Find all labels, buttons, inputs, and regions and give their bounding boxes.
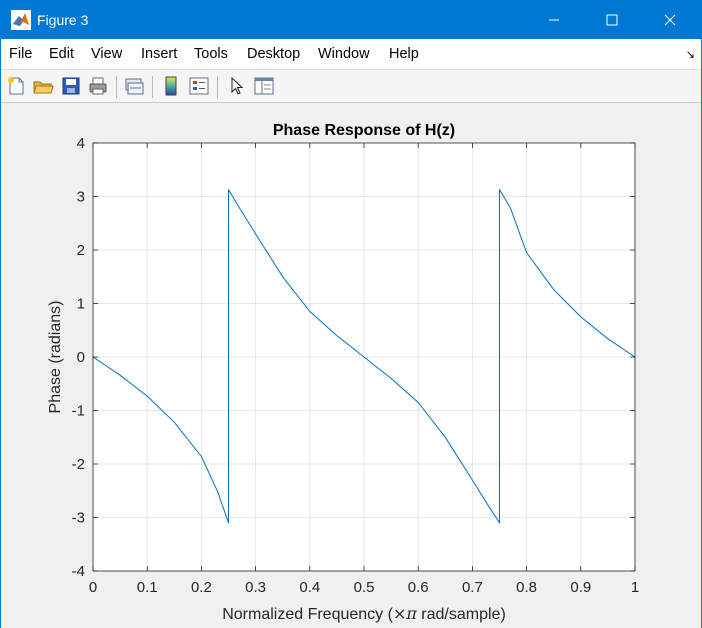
x-tick-label: 0.1 [137,579,158,596]
minimize-icon [549,19,559,21]
phase-plot[interactable]: 0 0.1 0.2 0.3 0.4 0.5 0.6 0.7 0.8 0.9 1 4 3 2 1 0 -1 -2 -… [1,104,701,628]
x-tick-labels: 0 0.1 0.2 0.3 0.4 0.5 0.6 0.7 0.8 0.9 1 [89,579,639,596]
menu-window[interactable]: Window [318,46,370,62]
x-axis-label-suffix: rad/sample) [417,606,506,623]
window-title: Figure 3 [37,12,89,28]
new-figure-icon[interactable] [5,75,27,97]
legend-icon[interactable] [188,75,210,97]
property-inspector-icon[interactable] [253,75,275,97]
x-tick-label: 0.6 [408,579,429,596]
y-tick-label: -4 [72,563,85,580]
y-tick-label: 1 [77,296,85,313]
pointer-icon[interactable] [226,75,248,97]
close-button[interactable] [647,1,693,39]
x-axis-label-prefix: Normalized Frequency ( [222,606,393,623]
save-icon[interactable] [60,75,82,97]
y-tick-label: 4 [77,135,85,152]
menu-tools[interactable]: Tools [194,46,228,62]
y-tick-labels: 4 3 2 1 0 -1 -2 -3 -4 [72,135,85,580]
y-tick-label: -3 [72,510,85,527]
y-axis-label: Phase (radians) [47,301,64,414]
figure-canvas: 0 0.1 0.2 0.3 0.4 0.5 0.6 0.7 0.8 0.9 1 4 3 2 1 0 -1 -2 -… [1,104,701,628]
toolbar-separator [152,76,153,98]
y-tick-label: 2 [77,242,85,259]
figure-toolbar [1,69,701,103]
print-icon[interactable] [87,75,109,97]
x-tick-label: 0.3 [245,579,266,596]
menu-file[interactable]: File [9,46,33,62]
dock-figure-icon[interactable]: ↘ [685,49,695,61]
menu-desktop[interactable]: Desktop [247,46,301,62]
x-tick-label: 0.4 [299,579,320,596]
x-tick-label: 0.2 [191,579,212,596]
phase-line [92,189,636,524]
x-tick-label: 1 [631,579,639,596]
maximize-button[interactable] [589,1,635,39]
y-tick-label: -1 [72,403,85,420]
maximize-icon [606,14,618,26]
menu-insert[interactable]: Insert [141,46,178,62]
menu-view[interactable]: View [91,46,123,62]
x-axis-label-pi: ×π [393,604,417,623]
y-tick-label: 3 [77,189,85,206]
menu-bar: File Edit View Insert Tools Desktop Wind… [1,39,701,69]
x-tick-label: 0.8 [516,579,537,596]
close-icon [664,14,676,26]
open-file-icon[interactable] [32,75,54,97]
link-plot-icon[interactable] [123,75,145,97]
y-tick-label: -2 [72,456,85,473]
matlab-icon [11,10,31,30]
menu-edit[interactable]: Edit [49,46,74,62]
minimize-button[interactable] [531,1,577,39]
toolbar-separator [217,76,218,98]
toolbar-separator [116,76,117,98]
x-axis-label: Normalized Frequency (×π rad/sample) [222,604,506,623]
x-tick-label: 0 [89,579,97,596]
x-tick-label: 0.7 [462,579,483,596]
x-tick-label: 0.5 [354,579,375,596]
y-tick-label: 0 [77,349,85,366]
menu-help[interactable]: Help [389,46,419,62]
title-bar: Figure 3 [1,1,701,39]
ticks [92,142,636,572]
chart-title: Phase Response of H(z) [273,122,455,139]
colorbar-icon[interactable] [160,75,182,97]
x-tick-label: 0.9 [570,579,591,596]
